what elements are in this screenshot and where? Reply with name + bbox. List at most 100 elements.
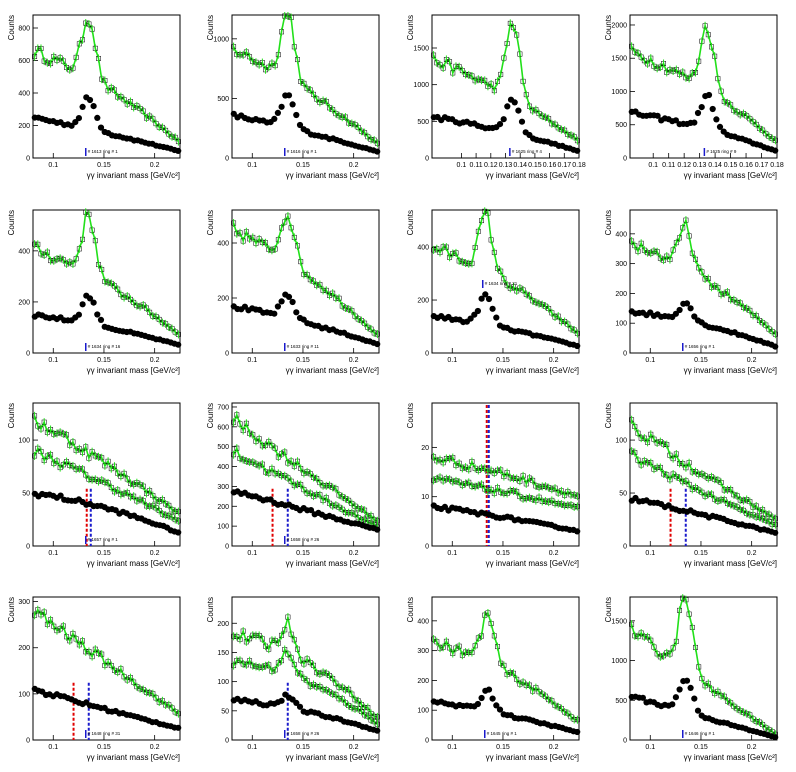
black-data-point [374,526,381,533]
y-tick-label: 100 [18,691,30,698]
x-axis-label: γγ invariant mass [GeV/c²] [286,753,379,762]
plot-frame [629,209,778,354]
annotation-label: # 1616 ring # 1 [287,149,318,154]
y-tick-label: 1000 [213,36,229,43]
y-tick-label: 0 [623,738,627,745]
black-data-point [698,104,705,111]
y-axis-label: Counts [406,597,415,622]
x-tick-label: 0.11 [662,162,675,169]
x-tick-label: 0.16 [543,162,557,169]
y-tick-label: 0 [225,351,229,358]
y-tick-label: 700 [217,404,229,411]
black-data-point [574,528,581,535]
black-data-point [676,306,683,314]
black-data-point [518,118,526,125]
y-tick-label: 1000 [611,658,627,665]
black-data-point [271,310,278,317]
y-axis-label: Counts [604,15,613,40]
black-data-point [296,121,304,129]
green-series-line [232,446,378,528]
x-tick-label: 0.15 [496,550,510,557]
black-data-point [772,734,779,741]
y-axis-label: Counts [7,15,16,40]
black-data-point [493,702,500,709]
black-data-point [474,700,481,708]
chart-panel: 0 200 400 600 800 0.1 0.15 0.2 γγ invariant mass… [7,14,182,180]
x-axis-label: γγ invariant mass [GeV/c²] [286,171,379,180]
annotation-label: # 1633 ring # 11 [287,344,320,349]
x-tick-label: 0.2 [349,162,359,169]
x-tick-label: 0.1 [48,162,58,169]
black-data-point [57,492,64,499]
black-data-point [289,298,296,306]
y-tick-label: 150 [217,650,229,657]
annotation-label: # 1657 ring # 1 [88,537,119,542]
plot-frame [431,596,580,741]
y-tick-label: 0 [26,351,30,358]
y-tick-label: 100 [18,438,30,445]
plot-frame [629,596,778,741]
y-tick-label: 100 [217,524,229,531]
black-data-point [90,103,97,110]
plot-frame [32,14,181,159]
black-data-point [374,341,381,348]
y-tick-label: 300 [615,261,627,268]
chart-panel: 0 50 100 0.1 0.15 0.2 γγ invariant mass [GeV/c… [7,402,182,568]
black-data-point [493,314,500,321]
y-tick-label: 200 [417,298,429,305]
black-data-point [672,117,680,124]
y-tick-label: 0 [225,544,229,551]
y-axis-label: Counts [7,210,16,235]
x-tick-label: 0.15 [97,744,111,751]
y-tick-label: 0 [623,544,627,551]
black-data-point [687,305,694,312]
black-data-point [175,147,182,154]
annotation-label: # 1634 ring # 16 [88,344,121,349]
black-data-point [478,295,485,302]
y-tick-label: 200 [18,123,30,130]
x-tick-label: 0.15 [694,550,708,557]
black-data-point [713,116,720,123]
x-tick-label: 0.1 [247,550,257,557]
x-axis-label: γγ invariant mass [GeV/c²] [87,559,180,568]
black-data-point [293,699,300,707]
x-tick-label: 0.15 [496,357,510,364]
y-tick-label: 200 [217,296,229,303]
x-axis-label: γγ invariant mass [GeV/c²] [684,753,777,762]
x-tick-label: 0.13 [693,162,707,169]
annotation-label: # 1625 ring # 4 [512,149,543,154]
x-tick-label: 0.15 [694,744,708,751]
plot-frame [231,14,380,159]
x-tick-label: 0.1 [48,357,58,364]
y-tick-label: 400 [615,231,627,238]
black-data-point [293,309,300,316]
x-tick-label: 0.1 [247,744,257,751]
black-data-point [90,299,97,306]
y-tick-label: 0 [623,156,627,163]
y-axis-label: Counts [206,210,215,235]
chart-panel: 0 100 200 300 400 500 600 700 0.1 0.15 0.2 γγ invar… [206,402,381,568]
y-tick-label: 600 [217,424,229,431]
x-axis-label: γγ invariant mass [GeV/c²] [486,753,579,762]
black-data-point [289,101,296,108]
black-data-point [691,695,698,702]
x-tick-label: 0.1 [457,162,467,169]
x-tick-label: 0.1 [447,550,457,557]
black-data-point [694,707,702,714]
black-data-point [86,295,94,302]
y-tick-label: 500 [417,119,429,126]
chart-panel: 0 10 20 0.1 0.15 0.2 γγ invariant mass [GeV/c²… [406,402,581,568]
black-data-point [683,677,691,684]
annotation-label: # 1646 ring # 1 [685,731,716,736]
y-axis-label: Counts [406,15,415,40]
y-tick-label: 100 [615,321,627,328]
chart-panel: 0 500 1000 1500 0.1 0.15 0.2 γγ invariant mass … [604,594,779,762]
chart-panel: 0 50 100 150 200 0.1 0.15 0.2 γγ invariant mass … [206,596,381,762]
black-data-point [293,111,300,119]
plot-frame [431,14,580,159]
y-tick-label: 0 [26,738,30,745]
y-tick-label: 1500 [611,56,627,63]
plot-frame [231,596,380,741]
